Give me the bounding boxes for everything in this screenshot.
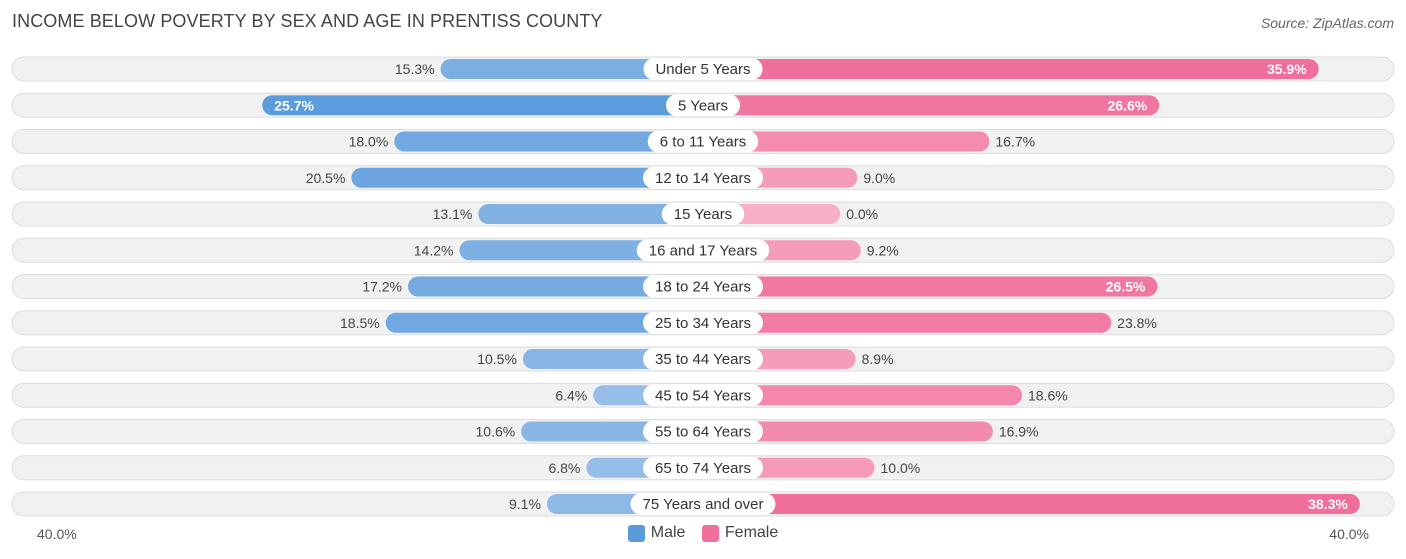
axis-label-right: 40.0% (1329, 526, 1369, 542)
male-bar (440, 59, 703, 79)
category-label: 65 to 74 Years (655, 460, 751, 477)
female-value-label: 16.9% (999, 424, 1039, 440)
female-bar (703, 95, 1160, 116)
category-pill (647, 130, 759, 153)
male-value-label: 18.0% (349, 134, 389, 150)
category-label: 75 Years and over (643, 496, 764, 513)
category-pill (643, 58, 763, 80)
category-pill (643, 348, 763, 370)
category-pill (643, 456, 763, 479)
category-pill (661, 203, 745, 225)
male-value-label: 18.5% (340, 315, 380, 331)
category-label: 18 to 24 Years (655, 279, 751, 296)
category-label: 35 to 44 Years (655, 351, 751, 368)
male-bar (262, 95, 703, 116)
legend: Male Female (0, 524, 1406, 547)
category-pill (636, 239, 770, 262)
category-label: 15 Years (674, 206, 732, 223)
male-value-label: 14.2% (414, 242, 454, 258)
female-bar (703, 312, 1112, 333)
legend-male-swatch (627, 524, 645, 542)
female-value-label: 9.0% (863, 170, 895, 186)
male-value-label: 20.5% (306, 170, 346, 186)
category-label: 5 Years (678, 97, 728, 114)
female-value-label: 26.6% (1107, 97, 1147, 113)
female-value-label: 0.0% (846, 206, 878, 222)
female-value-label: 10.0% (881, 460, 921, 476)
female-value-label: 16.7% (995, 134, 1035, 150)
female-value-label: 26.5% (1106, 279, 1146, 295)
legend-female-label: Female (724, 524, 779, 541)
female-value-label: 38.3% (1308, 496, 1348, 512)
category-pill (643, 384, 763, 407)
male-bar (394, 131, 703, 152)
source-credit: Source: ZipAtlas.com (1260, 15, 1394, 31)
male-bar (478, 204, 703, 224)
female-bar (703, 131, 990, 152)
female-bar (703, 385, 1022, 406)
female-value-label: 23.8% (1117, 315, 1157, 331)
female-bar (703, 494, 1360, 514)
legend-female-swatch (701, 524, 719, 542)
female-bar (703, 421, 993, 442)
category-pill (643, 311, 763, 334)
category-label: 45 to 54 Years (655, 387, 751, 404)
male-bar (385, 312, 703, 333)
category-label: Under 5 Years (655, 61, 750, 78)
category-label: 55 to 64 Years (655, 424, 751, 441)
male-value-label: 6.4% (555, 387, 587, 403)
category-label: 6 to 11 Years (660, 134, 746, 151)
bar-chart: Under 5 Years 15.3% 35.9% 5 Years 25.7% 26.6%… (11, 56, 1395, 517)
male-value-label: 13.1% (433, 206, 473, 222)
male-value-label: 10.5% (477, 351, 517, 367)
legend-male-label: Male (650, 524, 686, 541)
category-label: 16 and 17 Years (649, 242, 757, 259)
male-value-label: 6.8% (548, 460, 580, 476)
chart-title: INCOME BELOW POVERTY BY SEX AND AGE IN P… (12, 11, 603, 31)
legend-male[interactable]: Male (627, 524, 686, 542)
category-pill (665, 94, 741, 117)
category-pill (643, 275, 763, 298)
category-pill (630, 493, 776, 515)
male-bar (408, 276, 703, 297)
female-value-label: 18.6% (1028, 387, 1068, 403)
male-value-label: 15.3% (395, 61, 435, 77)
male-value-label: 25.7% (274, 97, 314, 113)
male-value-label: 17.2% (362, 279, 402, 295)
male-value-label: 9.1% (509, 496, 541, 512)
female-bar (703, 276, 1158, 297)
female-value-label: 9.2% (867, 242, 899, 258)
female-value-label: 8.9% (862, 351, 894, 367)
category-pill (643, 420, 763, 443)
category-label: 25 to 34 Years (655, 315, 751, 332)
male-value-label: 10.6% (476, 424, 516, 440)
category-label: 12 to 14 Years (655, 170, 751, 187)
female-value-label: 35.9% (1267, 61, 1307, 77)
axis-label-left: 40.0% (37, 526, 77, 542)
legend-female[interactable]: Female (701, 524, 779, 542)
category-pill (643, 166, 763, 189)
male-bar (351, 167, 703, 188)
female-bar (703, 59, 1319, 79)
